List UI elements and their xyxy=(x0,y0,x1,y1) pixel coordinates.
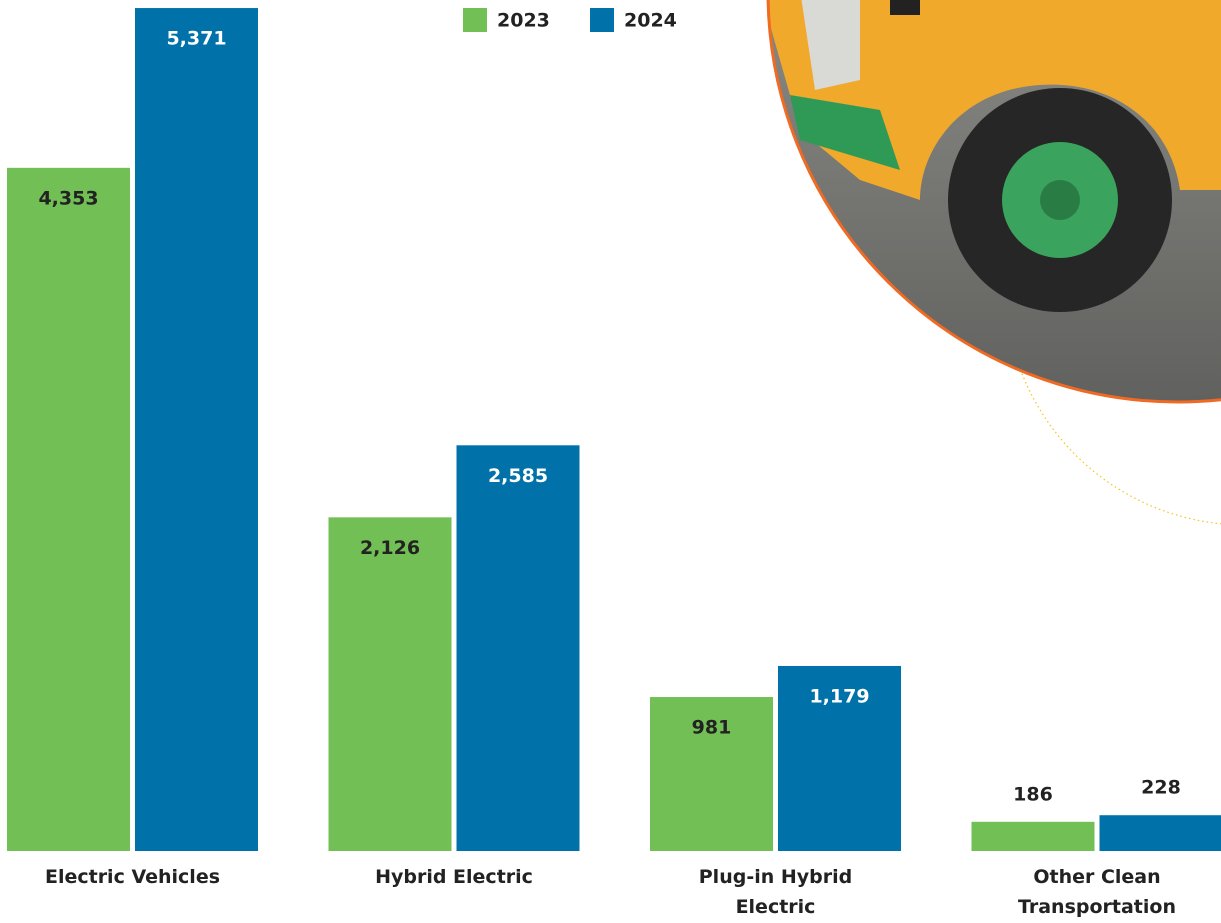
value-label: 5,371 xyxy=(166,28,226,50)
bar xyxy=(456,445,580,851)
bar xyxy=(971,821,1095,851)
value-label: 2,585 xyxy=(488,465,548,487)
photo xyxy=(768,0,1221,402)
value-label: 2,126 xyxy=(360,537,420,559)
bar xyxy=(778,665,901,851)
value-label: 4,353 xyxy=(38,187,98,209)
photo-border xyxy=(766,0,1221,404)
bar xyxy=(135,8,258,851)
bar xyxy=(328,517,452,851)
value-label: 186 xyxy=(1013,783,1053,805)
bar xyxy=(7,167,130,852)
x-tick-label: Hybrid Electric xyxy=(375,866,533,888)
legend-swatch xyxy=(463,8,487,32)
x-tick-label: Other Clean Transportation xyxy=(1017,866,1176,918)
bar xyxy=(650,697,773,851)
legend-label: 2024 xyxy=(624,10,677,32)
value-label: 228 xyxy=(1141,777,1181,799)
x-tick-label: Plug-in Hybrid Electric xyxy=(698,866,853,918)
legend-swatch xyxy=(590,8,614,32)
bar xyxy=(1099,815,1221,851)
x-tick-label: Electric Vehicles xyxy=(44,866,221,888)
value-label: 1,179 xyxy=(809,685,869,707)
value-label: 981 xyxy=(692,717,732,739)
legend-label: 2023 xyxy=(497,10,550,32)
